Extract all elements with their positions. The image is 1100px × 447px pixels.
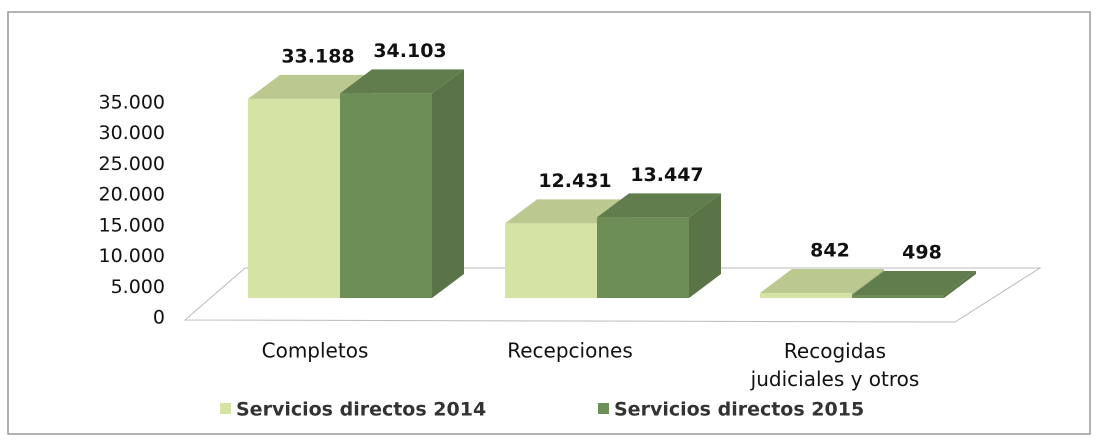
y-tick-label: 35.000 xyxy=(99,92,165,114)
y-tick-label: 25.000 xyxy=(99,153,165,175)
data-label: 33.188 xyxy=(281,45,354,67)
bar-side xyxy=(944,271,976,298)
legend-label: Servicios directos 2014 xyxy=(236,399,486,421)
y-tick-label: 10.000 xyxy=(99,245,165,267)
legend-label: Servicios directos 2015 xyxy=(614,399,864,421)
x-tick-label-line: judiciales y otros xyxy=(750,367,920,391)
x-tick-label: Completos xyxy=(262,339,369,363)
data-label: 12.431 xyxy=(538,170,611,192)
data-label: 498 xyxy=(902,242,942,264)
floor xyxy=(183,267,1042,323)
bar-front xyxy=(340,93,432,298)
data-label: 34.103 xyxy=(373,40,446,62)
x-tick-label: Recepciones xyxy=(507,339,633,363)
bar-side xyxy=(432,69,464,298)
bar xyxy=(340,69,464,298)
x-tick-label-line: Recogidas xyxy=(784,339,886,363)
data-label: 13.447 xyxy=(630,164,703,186)
bar-front xyxy=(248,98,340,298)
bar-front xyxy=(505,223,597,298)
bar-front xyxy=(852,295,944,298)
data-label: 842 xyxy=(810,239,850,261)
bar-top xyxy=(340,69,464,94)
bar xyxy=(597,193,721,298)
bar-front xyxy=(597,217,689,298)
bar-top xyxy=(760,268,884,293)
bar-top xyxy=(597,193,721,218)
bar-top xyxy=(852,271,976,296)
bar-side xyxy=(689,193,721,298)
y-tick-label: 20.000 xyxy=(99,184,165,206)
y-tick-label: 5.000 xyxy=(111,276,165,298)
bar-front xyxy=(760,292,852,298)
legend-swatch xyxy=(220,403,231,414)
y-tick-label: 0 xyxy=(153,307,165,329)
y-tick-label: 15.000 xyxy=(99,214,165,236)
bar xyxy=(852,271,976,298)
legend-swatch xyxy=(598,403,609,414)
x-tick-label: Recogidas judiciales y otros xyxy=(750,339,920,391)
y-tick-label: 30.000 xyxy=(99,122,165,144)
